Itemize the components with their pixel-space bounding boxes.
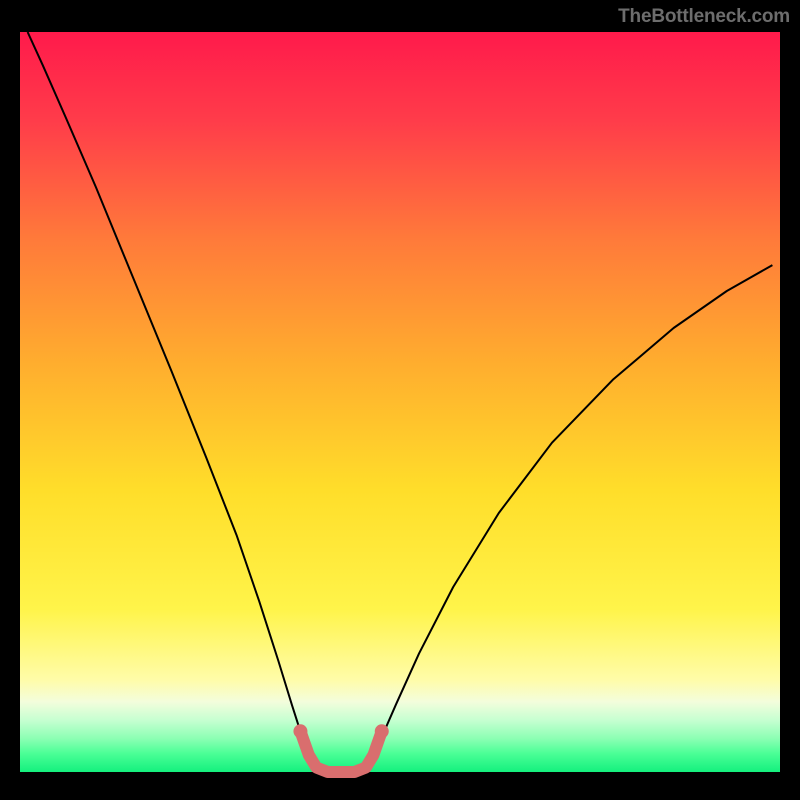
marker-dot [375,724,389,738]
marker-dot [293,724,307,738]
bottleneck-chart-svg [0,0,800,800]
chart-canvas: TheBottleneck.com [0,0,800,800]
gradient-plot-area [20,32,780,772]
attribution-label: TheBottleneck.com [618,6,790,28]
